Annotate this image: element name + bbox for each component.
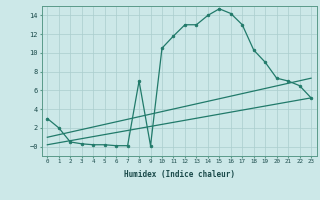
X-axis label: Humidex (Indice chaleur): Humidex (Indice chaleur) — [124, 170, 235, 179]
